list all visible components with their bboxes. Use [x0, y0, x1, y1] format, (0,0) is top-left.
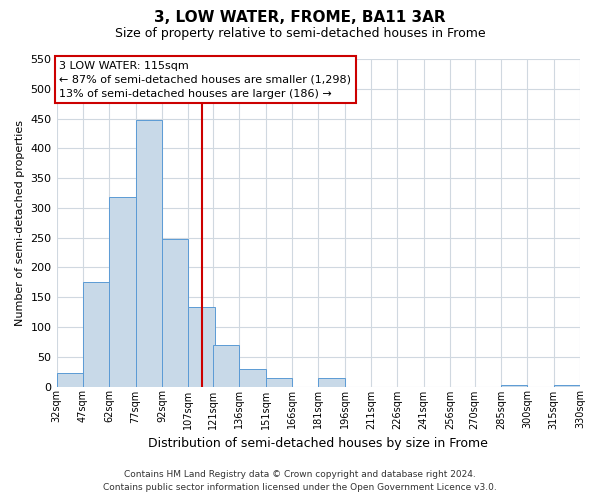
Bar [318, 378, 344, 386]
Y-axis label: Number of semi-detached properties: Number of semi-detached properties [15, 120, 25, 326]
Bar [162, 240, 188, 386]
Bar [188, 308, 215, 386]
Text: 3, LOW WATER, FROME, BA11 3AR: 3, LOW WATER, FROME, BA11 3AR [154, 10, 446, 25]
Text: Contains HM Land Registry data © Crown copyright and database right 2024.
Contai: Contains HM Land Registry data © Crown c… [103, 470, 497, 492]
Bar [213, 345, 239, 387]
Text: Size of property relative to semi-detached houses in Frome: Size of property relative to semi-detach… [115, 28, 485, 40]
X-axis label: Distribution of semi-detached houses by size in Frome: Distribution of semi-detached houses by … [148, 437, 488, 450]
Bar [266, 378, 292, 386]
Bar [83, 282, 109, 387]
Text: 3 LOW WATER: 115sqm
← 87% of semi-detached houses are smaller (1,298)
13% of sem: 3 LOW WATER: 115sqm ← 87% of semi-detach… [59, 60, 351, 98]
Bar [109, 197, 136, 386]
Bar [501, 384, 527, 386]
Bar [239, 368, 266, 386]
Bar [136, 120, 162, 386]
Bar [56, 374, 83, 386]
